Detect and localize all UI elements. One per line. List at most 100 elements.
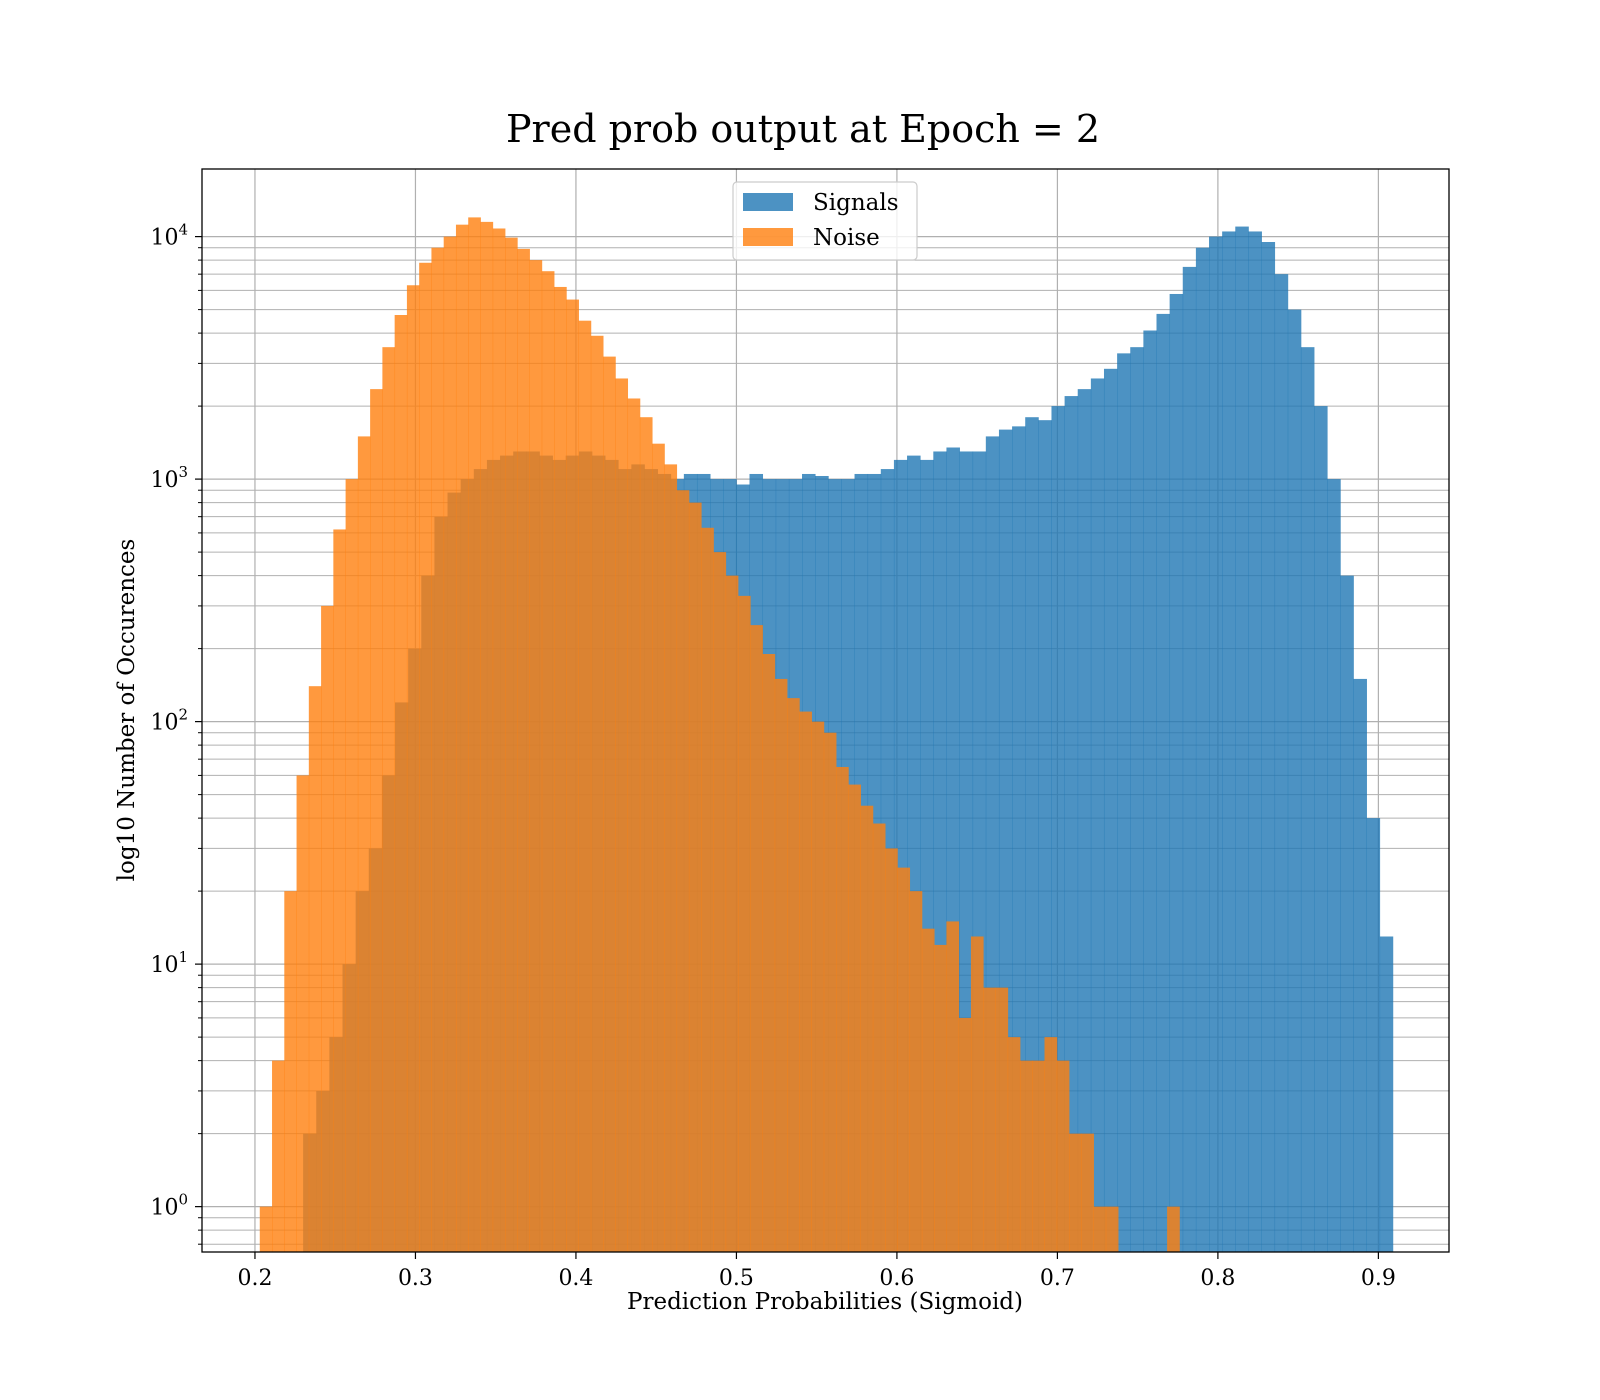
histogram-bar [468,217,481,1252]
histogram-bar [787,698,800,1252]
x-tick-label: 0.2 [237,1266,272,1291]
histogram-bar [1025,417,1039,1252]
histogram-bar [1287,309,1302,1252]
histogram-bar [1056,1060,1070,1252]
x-axis-label: Prediction Probabilities (Sigmoid) [627,1289,1023,1315]
histogram-bar [382,347,396,1252]
histogram-bar [1353,678,1367,1252]
histogram-bar [676,490,690,1252]
legend: Signals Noise [732,181,918,261]
histogram-bar [406,285,420,1252]
histogram-bar [1314,406,1328,1252]
histogram-bar [762,654,776,1252]
histogram-bar [541,271,555,1252]
y-tick-label: 101 [150,948,188,978]
histogram-bar [272,1060,285,1252]
histogram-bar [688,502,702,1252]
histogram-bar [897,867,911,1252]
histogram-bar [517,248,530,1252]
legend-label-signals: Signals [813,190,899,216]
histogram-bar [1300,347,1315,1252]
histogram-bar [1340,575,1354,1252]
histogram-bar [455,224,469,1253]
legend-label-noise: Noise [813,225,880,251]
x-tick-label: 0.9 [1361,1266,1396,1291]
histogram-bar [970,936,984,1252]
histogram-bar [1274,274,1289,1252]
x-tick-label: 0.4 [558,1266,593,1291]
histogram-bar [603,356,616,1252]
histogram-bar [725,575,739,1252]
histogram-bar [737,595,751,1252]
histogram-bar [983,987,996,1252]
histogram-bar [505,237,518,1253]
histogram-bar [1156,313,1171,1253]
histogram-bar [284,891,297,1252]
x-tick-label: 0.7 [1040,1266,1075,1291]
histogram-bar [566,299,579,1253]
histogram-bar [639,417,653,1252]
histogram-bar [529,260,543,1252]
x-tick-label: 0.8 [1200,1266,1235,1291]
histogram-bar [750,625,763,1252]
histogram-bar [1327,479,1341,1252]
histogram-bar [590,335,604,1252]
histogram-bar [1105,1206,1119,1252]
histogram-bar [1019,1060,1033,1252]
histogram-bar [934,944,947,1252]
histogram-bar [1069,1133,1082,1252]
histogram-bar [1167,1206,1180,1252]
histogram-bar [1064,396,1079,1252]
y-tick-label: 103 [150,463,188,493]
y-axis-label: log10 Number of Occurences [114,539,140,882]
histogram-bar [492,228,506,1253]
histogram-bar [1222,231,1236,1252]
histogram-bar [946,921,960,1252]
histogram-bar [799,711,812,1252]
histogram-bar [872,823,886,1252]
bars [259,217,1394,1253]
histogram-bar [664,464,678,1253]
histogram-bar [1044,1037,1058,1252]
x-tick-label: 0.3 [398,1266,433,1291]
legend-swatch-signals [743,193,793,211]
histogram-bar [1209,236,1223,1252]
histogram-bar [308,686,322,1252]
histogram-bar [345,479,359,1252]
histogram-bar [296,775,310,1252]
series-noise [259,217,1180,1253]
histogram-bar [909,891,923,1252]
chart-title: Pred prob output at Epoch = 2 [506,107,1100,151]
histogram-bar [1103,368,1118,1253]
histogram-bar [774,678,788,1252]
histogram-bar [321,605,334,1252]
histogram-bar [713,552,727,1252]
plot-frame [201,168,1450,1253]
histogram-bar [1077,389,1092,1253]
histogram-bar [1169,293,1184,1253]
histogram-bar [1182,266,1197,1252]
histogram-bar [811,721,825,1252]
histogram-bar [419,262,432,1253]
histogram-bar [259,1206,273,1252]
histogram-bar [1130,347,1144,1252]
histogram-bar [1117,353,1131,1252]
histogram-bar [823,732,837,1252]
histogram-bar [394,315,408,1252]
histogram-bar [431,247,445,1252]
histogram-bar [701,527,714,1252]
histogram-bar [554,286,567,1253]
histogram-bar [1261,242,1276,1252]
histogram-bar [1093,1206,1107,1252]
histogram-bar [1143,330,1157,1252]
x-tick-label: 0.5 [719,1266,754,1291]
histogram-bar [1081,1133,1094,1252]
histogram-bar [1379,936,1394,1252]
histogram-bar [860,805,874,1252]
y-axis: 100 101 102 103 104 [150,221,202,1245]
histogram-bar [1235,226,1249,1253]
histogram-bar [1090,378,1105,1252]
y-tick-label: 104 [150,221,188,251]
y-tick-label: 102 [150,706,188,736]
